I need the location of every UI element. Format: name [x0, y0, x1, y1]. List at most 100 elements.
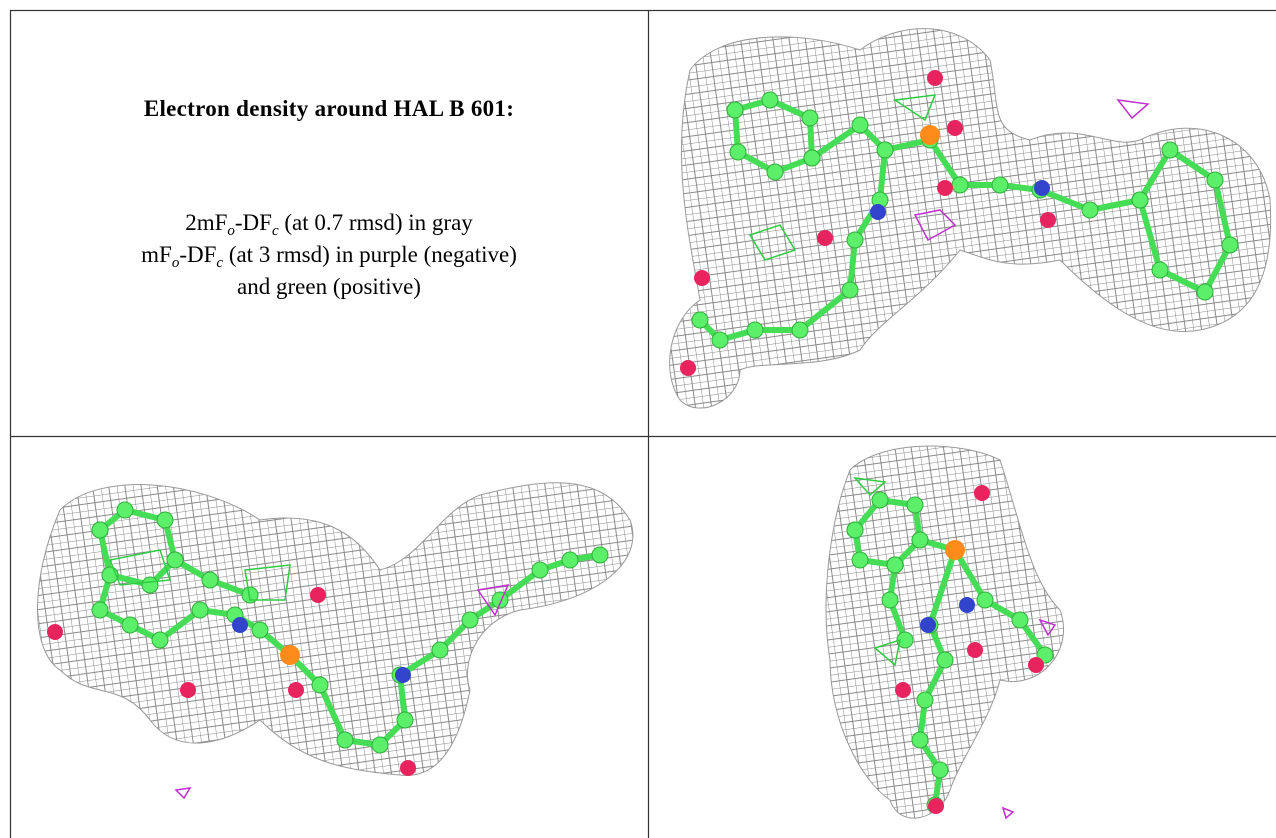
atom-o: [1028, 657, 1044, 673]
atom-n: [232, 617, 248, 633]
atom-c: [492, 592, 508, 608]
atom-o: [974, 485, 990, 501]
atom-o: [967, 642, 983, 658]
atom-c: [167, 552, 183, 568]
atom-c: [1132, 192, 1148, 208]
atom-c: [1207, 172, 1223, 188]
atom-c: [117, 502, 133, 518]
density-view-3: [826, 446, 1063, 818]
text: 2mF: [185, 210, 227, 235]
atom-o: [180, 682, 196, 698]
atom-o: [680, 360, 696, 376]
atom-c: [312, 677, 328, 693]
atom-o: [817, 230, 833, 246]
subscript: o: [227, 223, 235, 239]
text: mF: [141, 242, 172, 267]
text: (at 3 rmsd) in purple (negative): [223, 242, 517, 267]
text: -DF: [179, 242, 216, 267]
atom-n: [870, 204, 886, 220]
atom-c: [747, 322, 763, 338]
atom-c: [562, 552, 578, 568]
atom-o: [400, 760, 416, 776]
atom-c: [1152, 262, 1168, 278]
atom-c: [937, 652, 953, 668]
density-mesh: [670, 29, 1271, 408]
atom-n: [920, 617, 936, 633]
atom-c: [977, 592, 993, 608]
caption-title: Electron density around HAL B 601:: [12, 96, 646, 122]
caption-line: mFo-DFc (at 3 rmsd) in purple (negative): [12, 242, 646, 272]
subscript: c: [272, 223, 279, 239]
atom-o: [937, 180, 953, 196]
atom-c: [1162, 142, 1178, 158]
atom-n: [959, 597, 975, 613]
density-view-1: [670, 29, 1271, 408]
atom-n: [1034, 180, 1050, 196]
atom-c: [1012, 612, 1028, 628]
atom-c: [202, 572, 218, 588]
density-view-2: [38, 483, 633, 798]
atom-c: [932, 762, 948, 778]
atom-c: [767, 164, 783, 180]
atom-p: [945, 540, 965, 560]
atom-c: [952, 177, 968, 193]
atom-c: [692, 312, 708, 328]
atom-c: [1222, 237, 1238, 253]
atom-c: [397, 712, 413, 728]
atom-c: [92, 602, 108, 618]
atom-c: [727, 102, 743, 118]
atom-c: [762, 92, 778, 108]
atom-p: [280, 645, 300, 665]
atom-c: [804, 150, 820, 166]
atom-c: [792, 322, 808, 338]
atom-o: [47, 624, 63, 640]
atom-c: [992, 177, 1008, 193]
text: and green (positive): [237, 274, 421, 299]
atom-c: [157, 512, 173, 528]
atom-c: [842, 282, 858, 298]
atom-c: [852, 117, 868, 133]
atom-c: [917, 692, 933, 708]
text: -DF: [235, 210, 272, 235]
atom-c: [912, 732, 928, 748]
atom-o: [928, 798, 944, 814]
atom-c: [92, 522, 108, 538]
atom-c: [887, 557, 903, 573]
atom-c: [907, 497, 923, 513]
atom-c: [877, 142, 893, 158]
atom-c: [142, 577, 158, 593]
atom-p: [920, 125, 940, 145]
atom-c: [152, 632, 168, 648]
atom-c: [802, 110, 818, 126]
page: Electron density around HAL B 601: 2mFo-…: [0, 0, 1276, 838]
text: (at 0.7 rmsd) in gray: [279, 210, 473, 235]
atom-c: [462, 612, 478, 628]
atom-n: [395, 667, 411, 683]
atom-c: [852, 552, 868, 568]
atom-o: [694, 270, 710, 286]
atom-c: [1082, 202, 1098, 218]
atom-c: [912, 532, 928, 548]
atom-c: [432, 642, 448, 658]
caption-cell: Electron density around HAL B 601: 2mFo-…: [12, 12, 646, 434]
atom-c: [882, 592, 898, 608]
atom-o: [310, 587, 326, 603]
atom-c: [337, 732, 353, 748]
atom-c: [372, 737, 388, 753]
atom-o: [895, 682, 911, 698]
atom-o: [288, 682, 304, 698]
atom-o: [1040, 212, 1056, 228]
atom-c: [847, 232, 863, 248]
atom-c: [712, 332, 728, 348]
atom-c: [122, 617, 138, 633]
atom-c: [1197, 284, 1213, 300]
atom-c: [872, 492, 888, 508]
atom-c: [730, 144, 746, 160]
atom-c: [192, 602, 208, 618]
atom-o: [927, 70, 943, 86]
atom-c: [532, 562, 548, 578]
caption-line: 2mFo-DFc (at 0.7 rmsd) in gray: [12, 210, 646, 240]
caption-line: and green (positive): [12, 274, 646, 300]
atom-o: [947, 120, 963, 136]
atom-c: [847, 522, 863, 538]
